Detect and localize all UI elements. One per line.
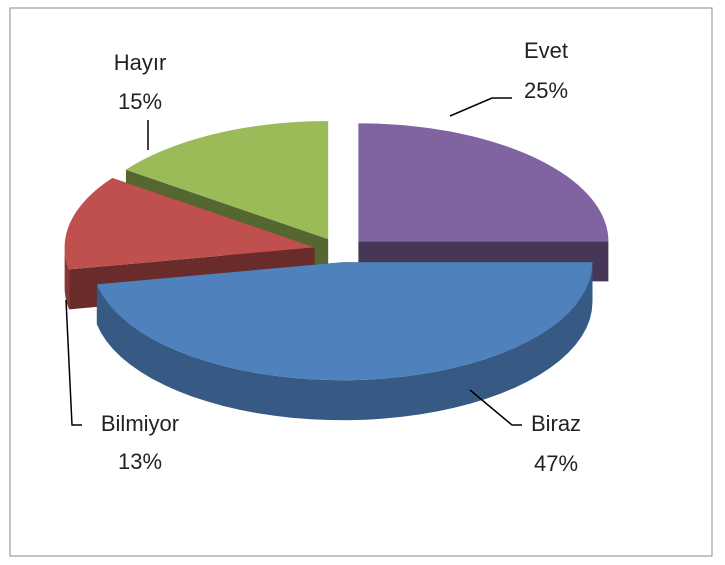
slice-wall (96, 262, 593, 421)
slice (358, 123, 609, 242)
label-name: Evet (524, 38, 568, 63)
slice (96, 262, 593, 381)
label-value: 15% (118, 89, 162, 114)
leader-line (65, 299, 82, 426)
label-value: 25% (524, 78, 568, 103)
label-name: Hayır (114, 50, 167, 75)
leader-line (469, 389, 522, 426)
leader-line (449, 97, 512, 117)
slice (64, 177, 315, 270)
pie (64, 121, 609, 421)
label-name: Biraz (531, 411, 581, 436)
slice (125, 121, 329, 240)
label-value: 47% (534, 451, 578, 476)
label-name: Bilmiyor (101, 411, 179, 436)
label-value: 13% (118, 449, 162, 474)
slice-wall (64, 247, 70, 310)
